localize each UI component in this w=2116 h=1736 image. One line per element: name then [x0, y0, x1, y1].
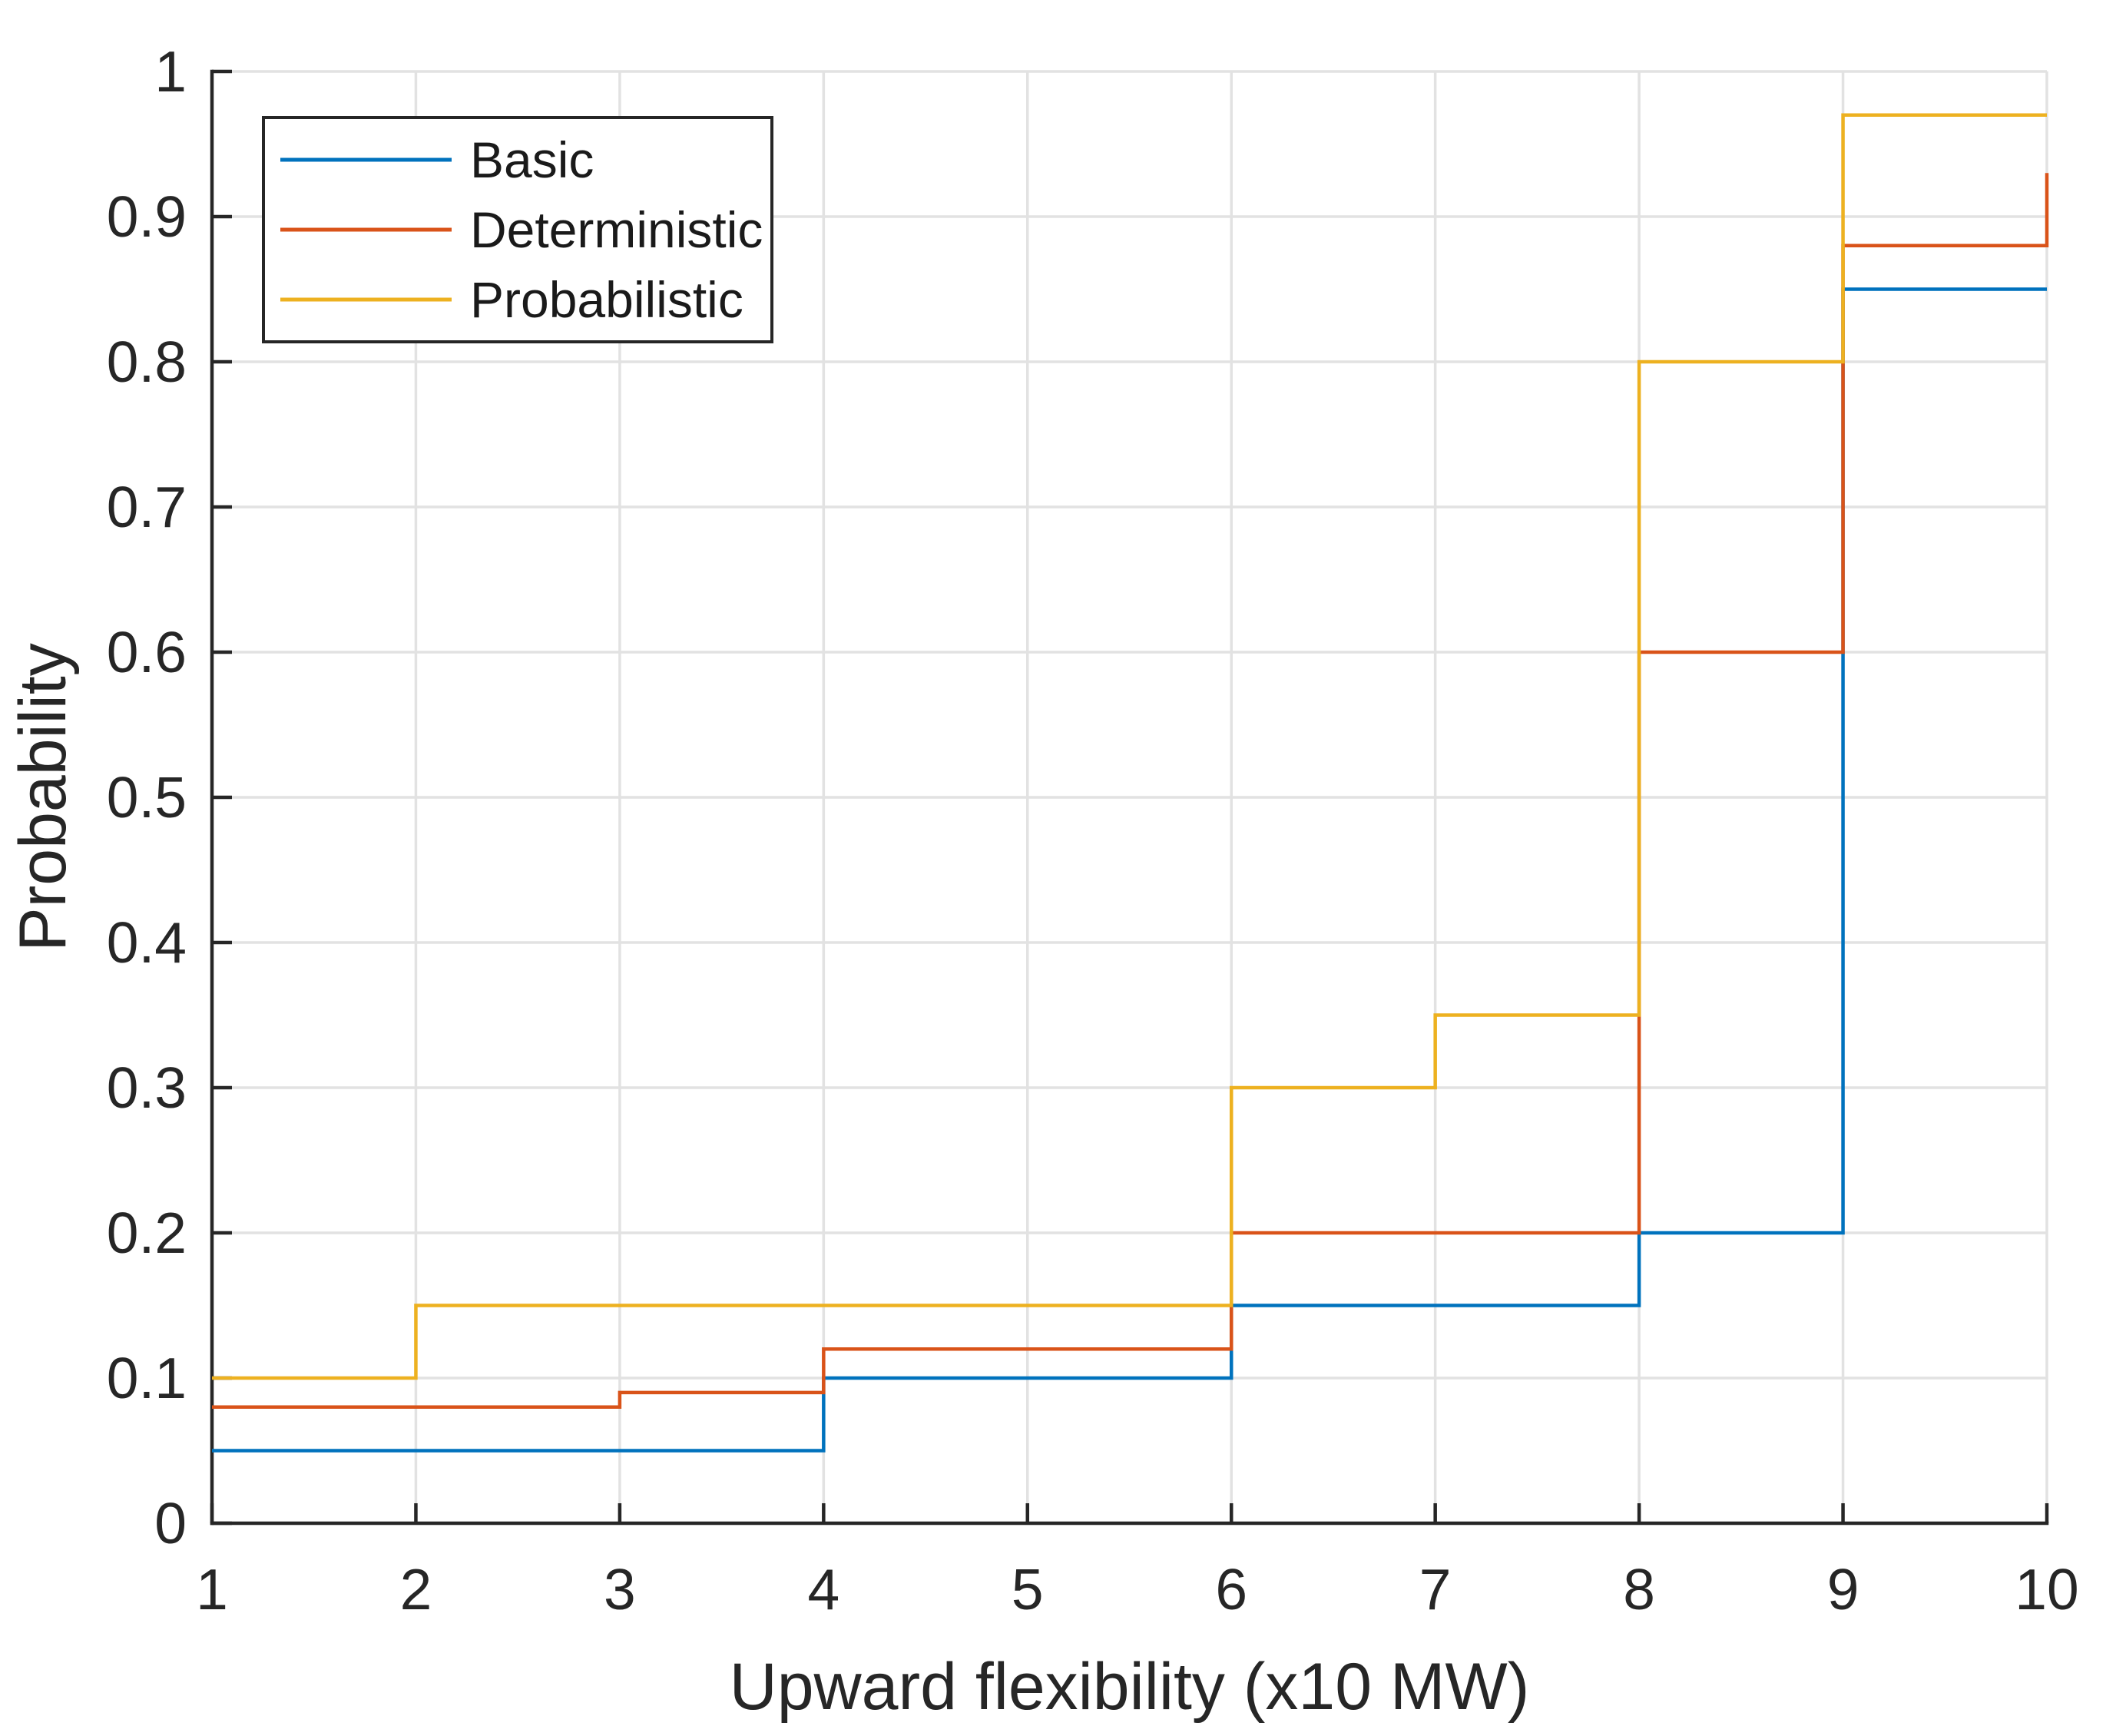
y-tick-label: 0.5: [107, 765, 187, 830]
axes: [210, 69, 2049, 1526]
x-tick-label: 6: [1215, 1557, 1247, 1622]
x-tick-label: 3: [604, 1557, 636, 1622]
legend-label-probabilistic: Probabilistic: [470, 271, 743, 328]
y-tick-label: 0.6: [107, 620, 187, 684]
y-tick-label: 0.8: [107, 330, 187, 394]
y-tick-label: 0.2: [107, 1201, 187, 1265]
x-tick-label: 8: [1623, 1557, 1655, 1622]
x-axis-label: Upward flexibility (x10 MW): [730, 1650, 1530, 1724]
x-tick-label: 9: [1827, 1557, 1859, 1622]
y-tick-label: 0.7: [107, 475, 187, 539]
legend-label-deterministic: Deterministic: [470, 201, 763, 258]
tick-labels: 1 2 3 4 5 6 7 8 9 10 0 0.1 0.2 0.3 0.4 0.5 0.6 0.7 0.8 0.9 1: [107, 39, 2079, 1622]
y-tick-label: 0.1: [107, 1346, 187, 1410]
x-tick-label: 10: [2015, 1557, 2078, 1622]
y-tick-label: 0.4: [107, 910, 187, 975]
legend-label-basic: Basic: [470, 131, 594, 188]
y-tick-label: 0.9: [107, 184, 187, 249]
x-tick-label: 4: [807, 1557, 839, 1622]
y-axis-label: Probability: [6, 643, 80, 952]
x-tick-label: 2: [400, 1557, 432, 1622]
y-tick-label: 0.3: [107, 1055, 187, 1120]
legend: Basic Deterministic Probabilistic: [262, 116, 773, 343]
series-group: [212, 113, 2049, 1453]
y-tick-label: 0: [154, 1491, 187, 1555]
x-tick-label: 5: [1012, 1557, 1044, 1622]
x-tick-label: 1: [196, 1557, 228, 1622]
y-tick-label: 1: [154, 39, 187, 104]
x-tick-label: 7: [1419, 1557, 1452, 1622]
series-probabilistic: [212, 113, 2047, 1380]
